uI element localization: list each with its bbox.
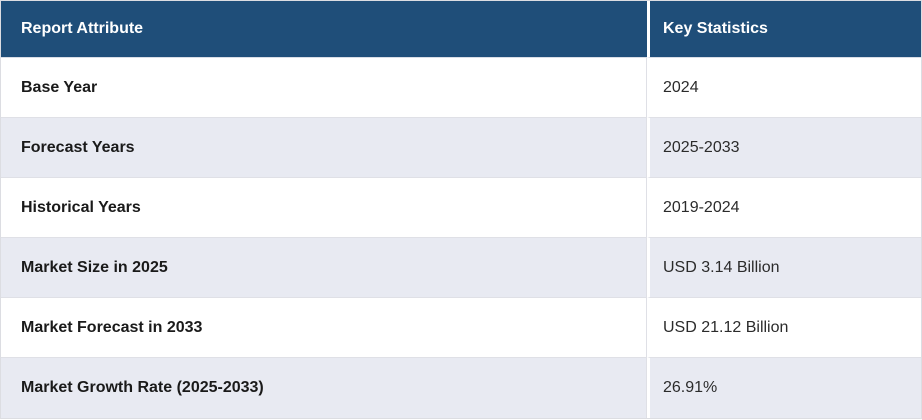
table-row: Forecast Years 2025-2033 (1, 118, 921, 178)
attribute-cell: Forecast Years (1, 118, 647, 178)
attribute-cell: Market Growth Rate (2025-2033) (1, 358, 647, 418)
column-header-report-attribute: Report Attribute (1, 1, 647, 58)
table-header: Report Attribute Key Statistics (1, 1, 921, 58)
table-row: Base Year 2024 (1, 58, 921, 118)
value-cell: 2019-2024 (647, 178, 921, 238)
attribute-cell: Historical Years (1, 178, 647, 238)
attribute-cell: Market Forecast in 2033 (1, 298, 647, 358)
attribute-cell: Base Year (1, 58, 647, 118)
table-body: Base Year 2024 Forecast Years 2025-2033 … (1, 58, 921, 418)
value-cell: USD 3.14 Billion (647, 238, 921, 298)
column-header-key-statistics: Key Statistics (647, 1, 921, 58)
table-row: Market Forecast in 2033 USD 21.12 Billio… (1, 298, 921, 358)
header-row: Report Attribute Key Statistics (1, 1, 921, 58)
value-cell: USD 21.12 Billion (647, 298, 921, 358)
table-row: Historical Years 2019-2024 (1, 178, 921, 238)
table-row: Market Size in 2025 USD 3.14 Billion (1, 238, 921, 298)
value-cell: 2024 (647, 58, 921, 118)
value-cell: 26.91% (647, 358, 921, 418)
attribute-cell: Market Size in 2025 (1, 238, 647, 298)
value-cell: 2025-2033 (647, 118, 921, 178)
table-row: Market Growth Rate (2025-2033) 26.91% (1, 358, 921, 418)
